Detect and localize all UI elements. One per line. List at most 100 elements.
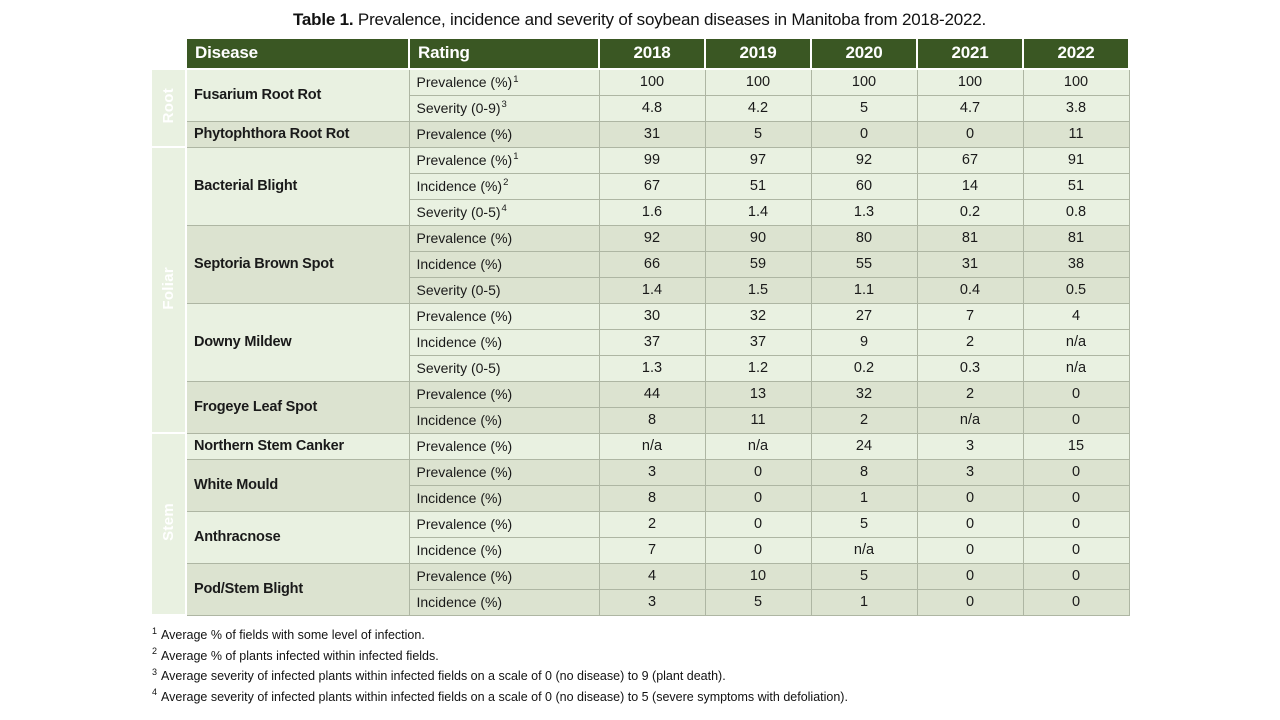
value-cell: 4 — [598, 562, 706, 590]
footnote-text: Average severity of infected plants with… — [161, 689, 848, 704]
header-corner-spacer — [151, 38, 186, 69]
value-cell: 0 — [916, 120, 1024, 148]
value-cell: 0.2 — [810, 354, 918, 382]
value-cell: 7 — [916, 302, 1024, 330]
rating-label: Prevalence (%) — [408, 224, 600, 252]
section-label-root: Root — [150, 68, 187, 148]
column-header-2021: 2021 — [916, 37, 1024, 70]
footnote-marker: 1 — [152, 625, 158, 636]
value-cell: 5 — [810, 562, 918, 590]
value-cell: n/a — [810, 536, 918, 564]
footnote-text: Average % of plants infected within infe… — [161, 648, 439, 663]
rating-label: Prevalence (%)1 — [408, 146, 600, 174]
value-cell: 99 — [598, 146, 706, 174]
value-cell: 100 — [1022, 68, 1130, 96]
rating-label: Severity (0-5) — [408, 276, 600, 304]
value-cell: 92 — [598, 224, 706, 252]
table-row: Frogeye Leaf Spot Prevalence (%) 44 13 3… — [151, 380, 1130, 434]
value-cell: 7 — [598, 536, 706, 564]
table-row: Incidence (%) 37 37 9 2 n/a — [151, 328, 1130, 356]
footnote-marker: 3 — [152, 666, 158, 677]
rating-label: Incidence (%)2 — [408, 172, 600, 200]
footnote-text: Average severity of infected plants with… — [161, 669, 726, 683]
value-cell: 0 — [704, 458, 812, 486]
footnote: 2 Average % of plants infected within inf… — [152, 646, 1129, 667]
rating-label: Incidence (%) — [408, 406, 600, 434]
value-cell: 0 — [916, 562, 1024, 590]
table-row: White Mould Prevalence (%) 3 0 8 3 0 — [151, 458, 1130, 512]
value-cell: 32 — [704, 302, 812, 330]
value-cell: 0 — [1022, 458, 1130, 486]
footnote-marker: 4 — [152, 687, 158, 698]
footnote-ref: 1 — [513, 73, 519, 85]
table-row: Severity (0-5) 1.3 1.2 0.2 0.3 n/a — [151, 354, 1130, 382]
column-header-2018: 2018 — [598, 37, 706, 70]
disease-name: White Mould — [185, 458, 410, 512]
rating-label: Incidence (%) — [408, 328, 600, 356]
value-cell: 2 — [916, 380, 1024, 408]
value-cell: 1.3 — [810, 198, 918, 226]
value-cell: 27 — [810, 302, 918, 330]
value-cell: 81 — [916, 224, 1024, 252]
table-row: Incidence (%) 7 0 n/a 0 0 — [151, 536, 1130, 564]
table-figure: Table 1. Prevalence, incidence and sever… — [150, 8, 1130, 707]
table-row: Downy Mildew Prevalence (%) 30 32 27 7 4 — [151, 302, 1130, 382]
value-cell: 3 — [598, 458, 706, 486]
value-cell: 37 — [598, 328, 706, 356]
footnote-ref: 4 — [501, 203, 507, 215]
column-header-rating: Rating — [408, 37, 600, 70]
value-cell: 5 — [810, 510, 918, 538]
value-cell: 0 — [1022, 380, 1130, 408]
value-cell: 11 — [1022, 120, 1130, 148]
table-row: Foliar Bacterial Blight Prevalence (%)1 … — [150, 146, 1130, 434]
table-row: Phytophthora Root Rot Prevalence (%) 31 … — [151, 120, 1130, 148]
table-row: Root Fusarium Root Rot Prevalence (%) 1 1… — [150, 68, 1130, 148]
value-cell: n/a — [704, 432, 812, 460]
disease-name: Septoria Brown Spot — [185, 224, 410, 304]
value-cell: 5 — [810, 94, 918, 122]
value-cell: 8 — [598, 484, 706, 512]
footnotes: 1 Average % of fields with some level of … — [150, 625, 1129, 707]
value-cell: 91 — [1022, 146, 1130, 174]
value-cell: 0.2 — [916, 198, 1024, 226]
value-cell: 51 — [704, 172, 812, 200]
table-title-label: Table 1. — [292, 10, 354, 29]
value-cell: 0 — [704, 536, 812, 564]
disease-name: Fusarium Root Rot — [185, 68, 410, 122]
rating-label: Incidence (%) — [408, 588, 600, 616]
value-cell: 9 — [810, 328, 918, 356]
value-cell: 0 — [704, 510, 812, 538]
value-cell: 100 — [704, 68, 812, 96]
value-cell: 13 — [704, 380, 812, 408]
value-cell: 15 — [1022, 432, 1130, 460]
value-cell: 100 — [916, 68, 1024, 96]
value-cell: 2 — [598, 510, 706, 538]
table-row: Incidence (%) 3 5 1 0 0 — [151, 588, 1130, 616]
value-cell: 0 — [916, 588, 1024, 616]
value-cell: 55 — [810, 250, 918, 278]
value-cell: 0 — [916, 536, 1024, 564]
section-label-stem: Stem — [150, 432, 187, 616]
footnote-ref: 2 — [503, 177, 509, 189]
value-cell: 80 — [810, 224, 918, 252]
rating-label: Severity (0-9)3 — [408, 94, 600, 122]
rating-label: Incidence (%) — [408, 536, 600, 564]
value-cell: 0.4 — [916, 276, 1024, 304]
table-title-text: Prevalence, incidence and severity of so… — [353, 10, 987, 29]
value-cell: 67 — [598, 172, 706, 200]
rating-label: Prevalence (%) — [408, 120, 600, 148]
column-header-2019: 2019 — [704, 37, 812, 70]
column-header-2020: 2020 — [810, 37, 918, 70]
value-cell: 0 — [1022, 588, 1130, 616]
section-label-foliar: Foliar — [150, 146, 187, 434]
value-cell: 1.3 — [598, 354, 706, 382]
value-cell: 1.4 — [598, 276, 706, 304]
value-cell: 3.8 — [1022, 94, 1130, 122]
table-row: Anthracnose Prevalence (%) 2 0 5 0 0 — [151, 510, 1130, 564]
value-cell: 11 — [704, 406, 812, 434]
value-cell: 31 — [598, 120, 706, 148]
value-cell: 32 — [810, 380, 918, 408]
value-cell: 2 — [810, 406, 918, 434]
table-row: Severity (0-5)4 1.6 1.4 1.3 0.2 0.8 — [151, 198, 1130, 226]
footnote: 1 Average % of fields with some level of … — [152, 625, 1129, 646]
